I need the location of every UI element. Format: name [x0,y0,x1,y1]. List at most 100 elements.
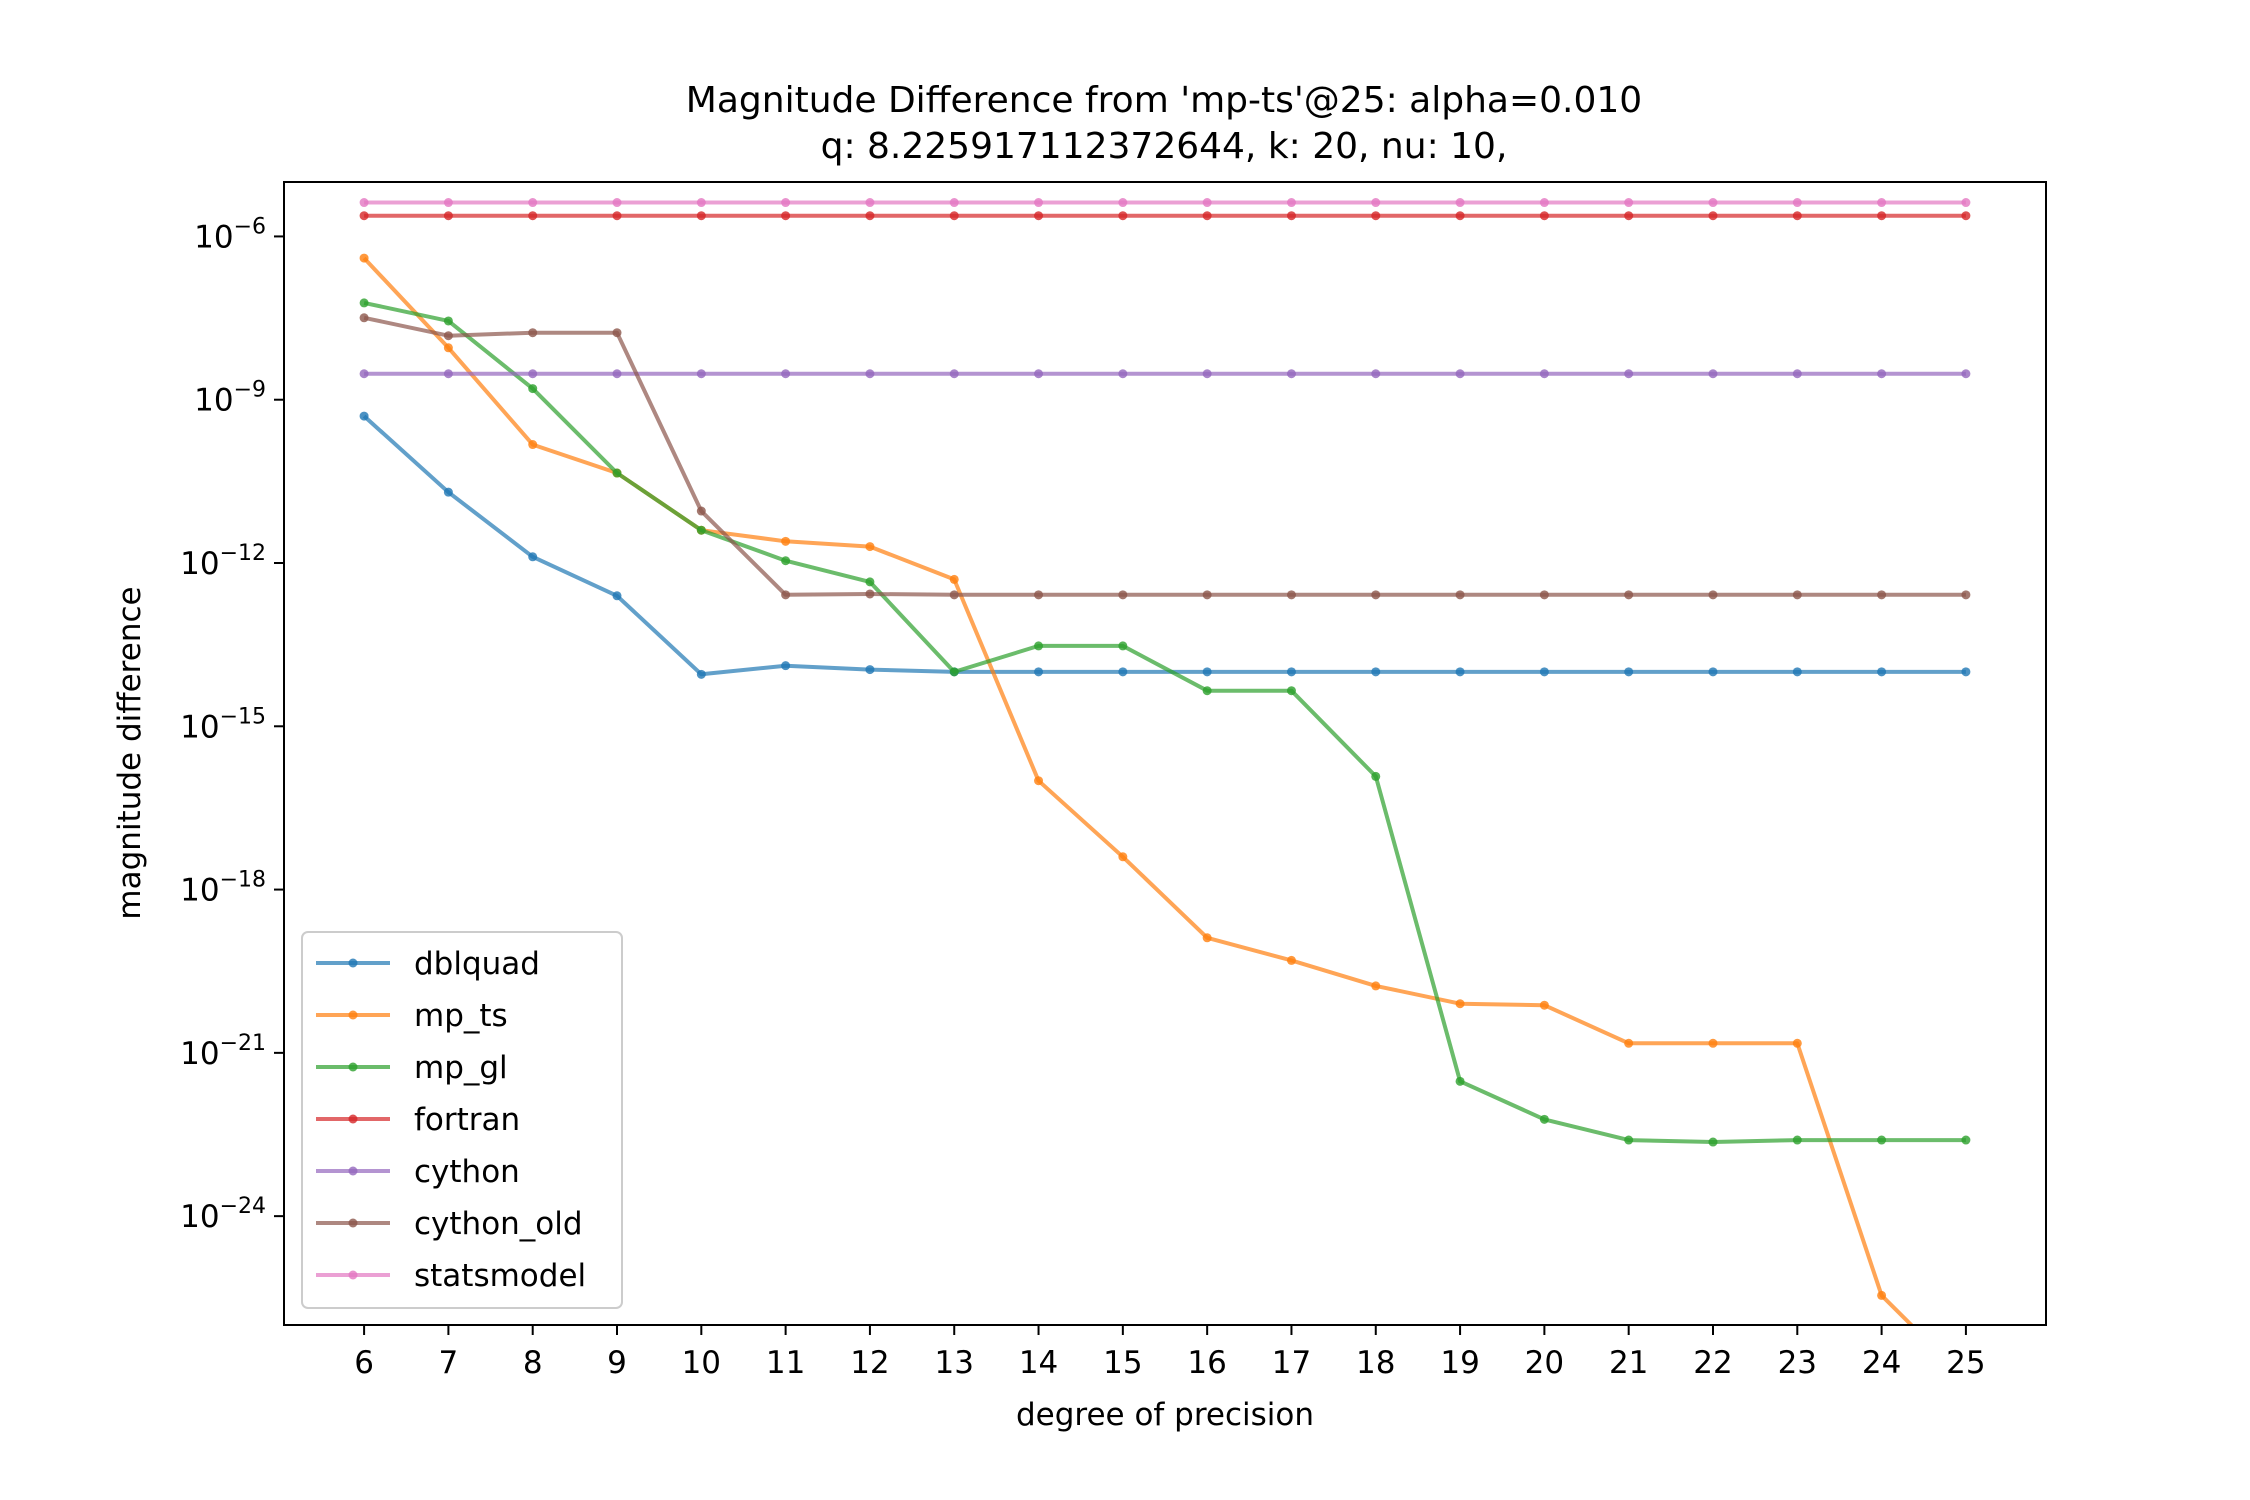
data-point-cython-old [1286,590,1296,600]
legend-label-dblquad: dblquad [414,946,540,982]
legend-label-cython: cython [414,1154,520,1190]
series-line-mp-gl [363,300,1966,1144]
data-point-statsmodel [359,198,369,208]
x-tick-label: 6 [354,1345,374,1381]
legend-label-mp-ts: mp_ts [414,998,508,1034]
data-point-statsmodel [1202,198,1212,208]
data-point-dblquad [1118,667,1128,677]
x-tick-label: 23 [1778,1345,1817,1381]
data-point-statsmodel [1708,198,1718,208]
data-point-cython-old [1455,590,1465,600]
data-point-mp-ts [359,253,369,263]
plot-frame [283,181,2047,1326]
data-point-mp-ts [1792,1038,1802,1048]
x-tick-label: 7 [439,1345,459,1381]
data-point-dblquad [1961,667,1971,677]
data-point-fortran [1286,211,1296,221]
data-point-mp-ts [1877,1290,1887,1300]
data-point-cython [1708,369,1718,379]
x-tick-label: 12 [850,1345,889,1381]
data-point-cython-old [1118,590,1128,600]
data-point-fortran [528,211,538,221]
data-point-cython [528,369,538,379]
data-point-cython [1286,369,1296,379]
data-point-dblquad [1624,667,1634,677]
data-point-cython [1202,369,1212,379]
data-point-dblquad [1877,667,1887,677]
data-point-mp-ts [865,542,875,552]
legend-marker-cython [348,1166,358,1176]
data-point-dblquad [1792,667,1802,677]
data-point-cython [1371,369,1381,379]
series-line-cython-old [363,315,1966,597]
data-point-cython [1034,369,1044,379]
data-point-statsmodel [1455,198,1465,208]
x-tick-label: 15 [1103,1345,1142,1381]
y-tick-label: 10−6 [194,214,266,255]
data-point-mp-ts [1624,1038,1634,1048]
data-point-cython [1792,369,1802,379]
data-point-mp-gl [1708,1137,1718,1147]
data-point-mp-ts [528,440,538,450]
plot-area [283,181,2047,1326]
legend-marker-mp-gl [348,1062,358,1072]
data-point-fortran [1708,211,1718,221]
data-point-cython [696,369,706,379]
legend-marker-dblquad [348,958,358,968]
data-point-fortran [865,211,875,221]
legend-label-statsmodel: statsmodel [414,1258,586,1294]
data-point-mp-ts [781,536,791,546]
legend-frame [301,931,623,1309]
data-point-cython [443,369,453,379]
data-point-mp-gl [612,468,622,478]
data-point-mp-gl [1539,1114,1549,1124]
y-axis: 10−6 10−9 10−12 10−15 10−18 10−21 10−24 [180,214,284,1235]
data-point-mp-ts [443,343,453,353]
data-point-statsmodel [1539,198,1549,208]
y-tick-label: 10−15 [180,704,266,745]
data-point-statsmodel [696,198,706,208]
data-point-dblquad [528,552,538,562]
data-point-mp-gl [1877,1135,1887,1145]
y-tick-label: 10−12 [180,541,266,582]
y-axis-label: magnitude difference [112,586,148,919]
x-tick-label: 17 [1272,1345,1311,1381]
data-point-mp-gl [1961,1135,1971,1145]
data-point-fortran [1118,211,1128,221]
data-point-fortran [1961,211,1971,221]
data-point-dblquad [1202,667,1212,677]
data-point-statsmodel [1792,198,1802,208]
data-point-mp-gl [696,525,706,535]
legend-marker-mp-ts [348,1010,358,1020]
data-point-dblquad [1708,667,1718,677]
data-point-mp-ts [1118,852,1128,862]
data-point-mp-gl [1286,686,1296,696]
data-point-cython [865,369,875,379]
data-point-statsmodel [1286,198,1296,208]
data-point-mp-gl [1371,771,1381,781]
data-point-cython-old [359,313,369,323]
data-point-dblquad [443,487,453,497]
x-tick-label: 21 [1609,1345,1648,1381]
legend-label-fortran: fortran [414,1102,520,1138]
x-tick-label: 19 [1440,1345,1479,1381]
data-point-cython [359,369,369,379]
chart-title: Magnitude Difference from 'mp-ts'@25: al… [686,80,1642,121]
x-axis: 6 7 8 9 10 11 12 13 14 15 16 17 18 19 20 21 22 23 24 25 [354,1325,1986,1381]
x-tick-label: 24 [1862,1345,1901,1381]
x-tick-label: 22 [1693,1345,1732,1381]
data-point-dblquad [696,669,706,679]
data-point-cython-old [1539,590,1549,600]
data-point-statsmodel [781,198,791,208]
x-tick-label: 16 [1187,1345,1226,1381]
data-point-mp-ts [1455,999,1465,1009]
data-point-mp-gl [1034,641,1044,651]
data-point-cython-old [1792,590,1802,600]
data-point-cython-old [949,590,959,600]
data-point-cython-old [1708,590,1718,600]
legend-marker-statsmodel [348,1270,358,1280]
data-point-mp-ts [1286,955,1296,965]
data-point-cython [781,369,791,379]
